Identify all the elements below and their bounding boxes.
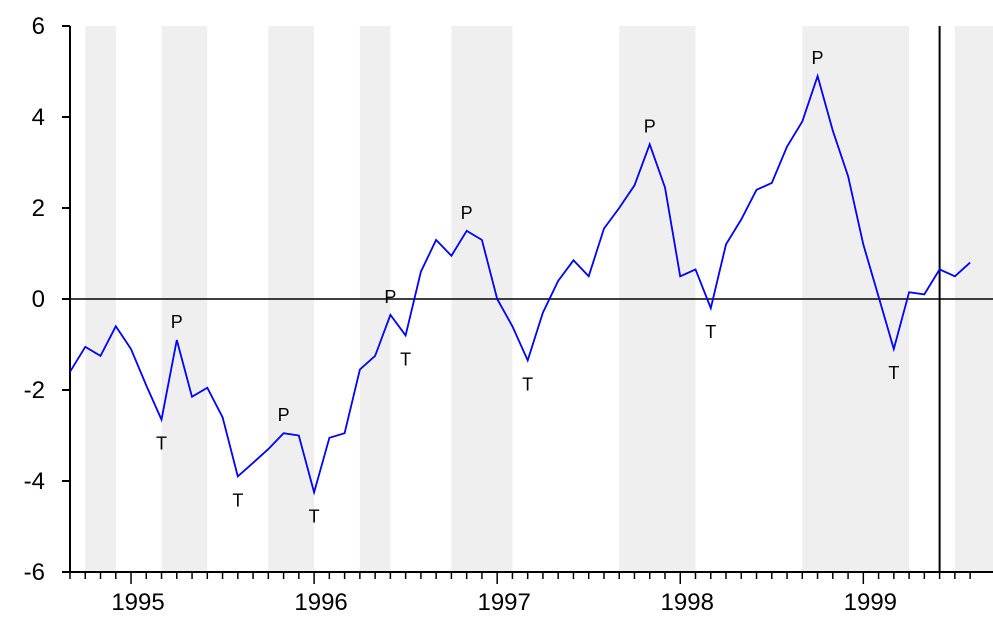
x-tick-label: 1995 <box>111 589 164 616</box>
point-label: T <box>232 490 243 510</box>
y-tick-label: 4 <box>32 104 45 131</box>
point-label: P <box>644 116 656 136</box>
point-label: P <box>461 203 473 223</box>
y-tick-label: -4 <box>24 468 45 495</box>
x-tick-label: 1998 <box>661 589 714 616</box>
point-label: P <box>812 48 824 68</box>
y-tick-label: 2 <box>32 195 45 222</box>
y-tick-label: -2 <box>24 377 45 404</box>
y-tick-label: 0 <box>32 286 45 313</box>
point-label: T <box>888 363 899 383</box>
y-tick-label: -6 <box>24 559 45 586</box>
point-label: T <box>156 434 167 454</box>
x-tick-label: 1999 <box>844 589 897 616</box>
x-tick-label: 1996 <box>294 589 347 616</box>
point-label: P <box>384 287 396 307</box>
series-line <box>69 73 971 496</box>
point-label: T <box>705 322 716 342</box>
point-label: P <box>171 312 183 332</box>
point-label: P <box>278 405 290 425</box>
point-label: T <box>400 349 411 369</box>
x-tick-label: 1997 <box>477 589 530 616</box>
point-label: T <box>522 374 533 394</box>
y-tick-label: 6 <box>32 13 45 40</box>
point-label: T <box>309 506 320 526</box>
